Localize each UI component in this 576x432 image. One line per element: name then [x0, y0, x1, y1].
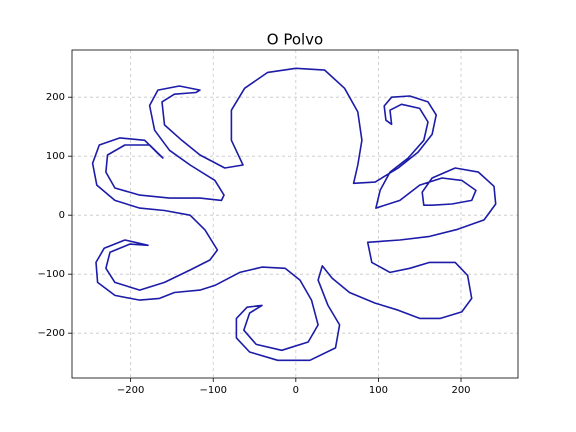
x-tick-label: 200 — [451, 385, 470, 396]
y-tick-label: 200 — [46, 92, 65, 103]
x-tick-label: −100 — [199, 385, 226, 396]
x-tick-label: −200 — [117, 385, 144, 396]
chart-title: O Polvo — [267, 31, 323, 49]
y-tick-label: −100 — [38, 269, 65, 280]
line — [91, 67, 497, 362]
plot-frame — [71, 49, 519, 379]
y-tick-label: 100 — [46, 151, 65, 162]
y-tick-label: −200 — [38, 328, 65, 339]
y-tick-label: 0 — [59, 210, 65, 221]
x-tick-label: 100 — [369, 385, 388, 396]
x-tick-label: 0 — [293, 385, 299, 396]
